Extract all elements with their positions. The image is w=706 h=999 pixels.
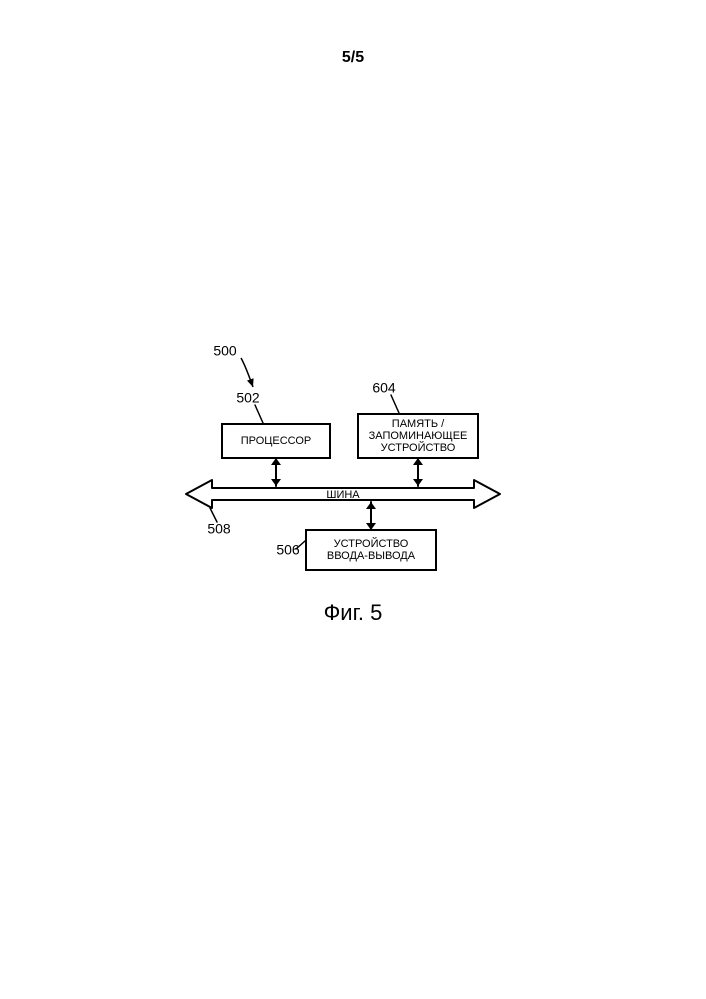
svg-text:ПРОЦЕССОР: ПРОЦЕССОР [241, 435, 312, 447]
svg-text:500: 500 [213, 343, 237, 359]
svg-text:ПАМЯТЬ /: ПАМЯТЬ / [392, 418, 445, 430]
svg-text:506: 506 [276, 542, 300, 558]
svg-text:508: 508 [207, 521, 231, 537]
svg-text:5/5: 5/5 [342, 49, 364, 66]
svg-text:ШИНА: ШИНА [326, 489, 360, 501]
svg-text:Фиг. 5: Фиг. 5 [324, 600, 383, 625]
svg-text:ВВОДА-ВЫВОДА: ВВОДА-ВЫВОДА [327, 550, 416, 562]
svg-text:502: 502 [236, 390, 260, 406]
svg-text:604: 604 [372, 380, 396, 396]
svg-text:УСТРОЙСТВО: УСТРОЙСТВО [381, 441, 456, 454]
svg-text:УСТРОЙСТВО: УСТРОЙСТВО [334, 537, 409, 550]
svg-text:ЗАПОМИНАЮЩЕЕ: ЗАПОМИНАЮЩЕЕ [369, 430, 468, 442]
